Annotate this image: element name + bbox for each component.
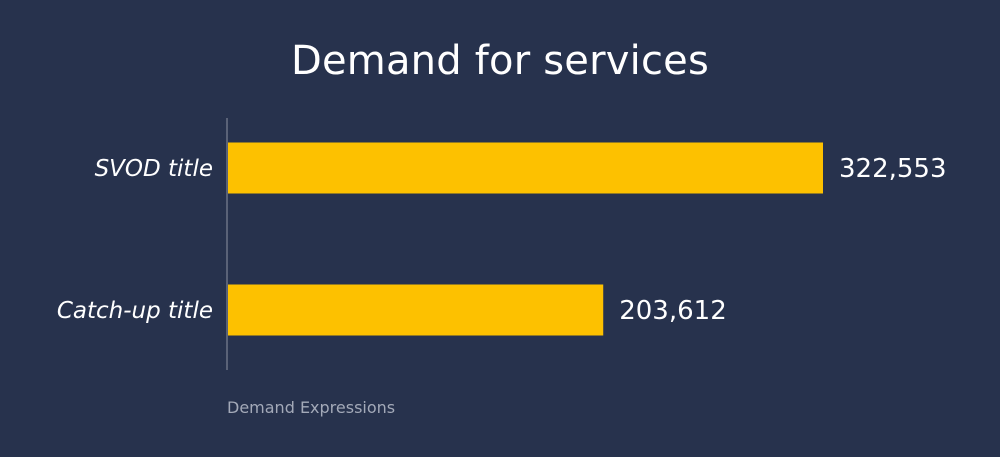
bar-1 <box>228 284 604 336</box>
category-label-0: SVOD title <box>95 156 213 182</box>
chart-title: Demand for services <box>291 38 709 84</box>
value-label-0: 322,553 <box>839 154 947 184</box>
bar-0 <box>228 142 823 194</box>
category-label-1: Catch-up title <box>57 298 213 324</box>
value-label-1: 203,612 <box>619 296 727 326</box>
x-axis-label: Demand Expressions <box>227 398 396 417</box>
